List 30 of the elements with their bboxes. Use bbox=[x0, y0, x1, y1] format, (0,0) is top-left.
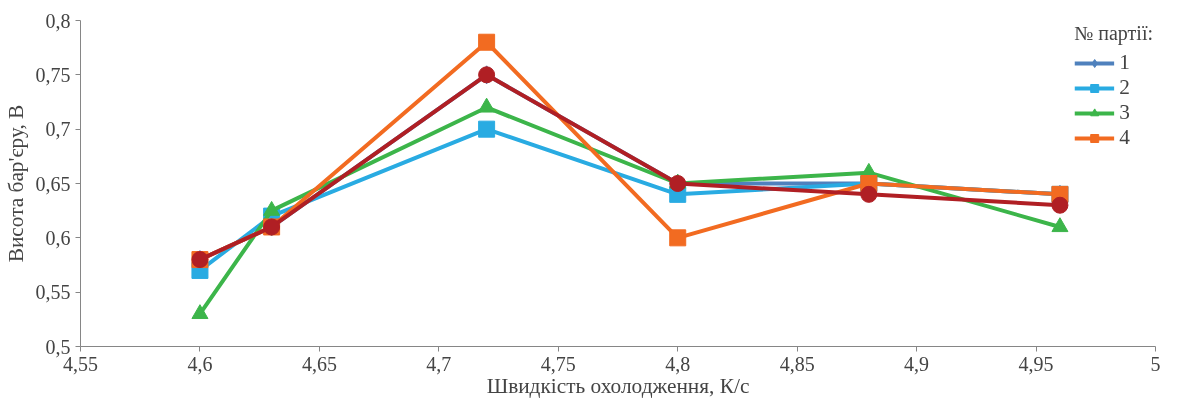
legend-label: 2 bbox=[1119, 75, 1131, 100]
legend-label: 1 bbox=[1119, 50, 1131, 75]
point bbox=[1051, 196, 1069, 214]
point bbox=[478, 33, 496, 51]
point bbox=[478, 120, 496, 138]
x-tick-label: 4,6 bbox=[187, 352, 213, 375]
legend-label: 3 bbox=[1119, 100, 1131, 125]
y-tick-label: 0,75 bbox=[35, 63, 71, 86]
x-tick-label: 4,85 bbox=[779, 352, 815, 375]
y-tick-label: 0,65 bbox=[35, 172, 71, 195]
y-tick-label: 0,55 bbox=[35, 281, 71, 304]
y-tick-label: 0,6 bbox=[45, 226, 71, 249]
x-tick-label: 4,7 bbox=[426, 352, 452, 375]
point bbox=[669, 229, 687, 247]
x-axis-title: Швидкість охолодження, К/с bbox=[486, 373, 750, 398]
y-tick-label: 0,5 bbox=[45, 335, 71, 358]
x-tick-label: 4,65 bbox=[301, 352, 337, 375]
y-tick-label: 0,7 bbox=[45, 118, 71, 141]
y-tick-label: 0,8 bbox=[45, 9, 71, 32]
legend-label: 4 bbox=[1119, 125, 1131, 150]
x-tick-label: 4,75 bbox=[540, 352, 576, 375]
legend-title: № партії: bbox=[1074, 22, 1153, 45]
x-tick-label: 5 bbox=[1150, 352, 1161, 375]
point bbox=[191, 304, 209, 320]
x-tick-label: 4,8 bbox=[665, 352, 691, 375]
point bbox=[860, 185, 878, 203]
x-tick-label: 4,9 bbox=[904, 352, 930, 375]
x-tick-label: 4,95 bbox=[1018, 352, 1054, 375]
point bbox=[1051, 217, 1069, 233]
y-axis-title: Висота бар'єру, В bbox=[3, 104, 28, 263]
